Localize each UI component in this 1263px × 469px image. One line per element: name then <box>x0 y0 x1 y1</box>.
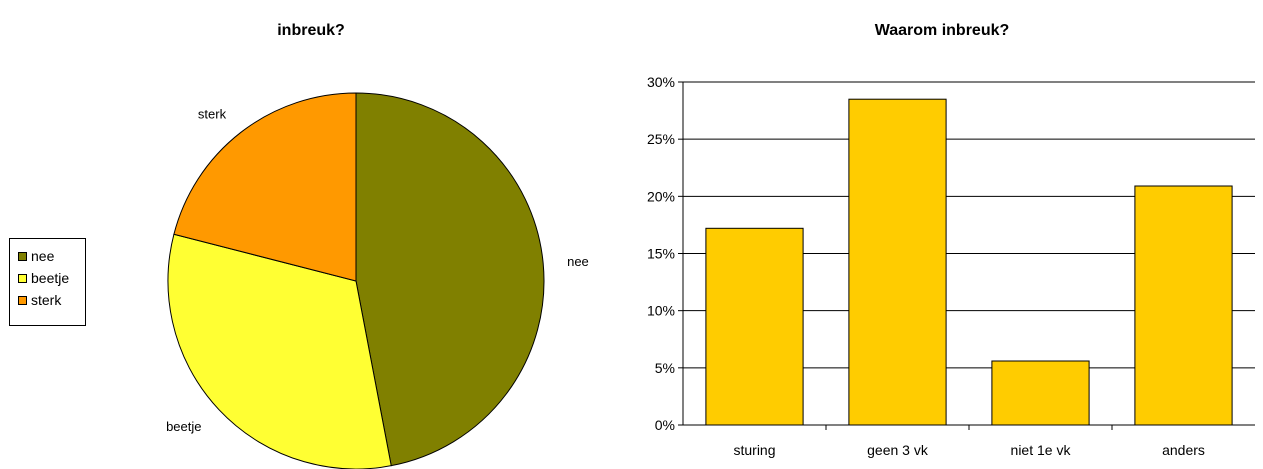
y-tick-label: 15% <box>647 246 675 262</box>
y-tick-label: 30% <box>647 74 675 90</box>
x-tick-label: geen 3 vk <box>867 442 929 458</box>
pie-label-beetje: beetje <box>166 419 201 434</box>
legend-label-nee: nee <box>31 248 55 264</box>
y-tick-label: 5% <box>655 360 675 376</box>
bar-title: Waarom inbreuk? <box>875 22 1010 39</box>
y-tick-label: 10% <box>647 303 675 319</box>
pie-label-nee: nee <box>567 254 589 269</box>
pie-slice-beetje <box>167 233 392 469</box>
x-tick-label: niet 1e vk <box>1011 442 1072 458</box>
legend-swatch-nee <box>18 251 27 261</box>
pie-slice-nee <box>355 92 545 467</box>
bar-anders <box>1134 185 1233 426</box>
legend-item-beetje: beetje <box>10 267 85 289</box>
pie-title: inbreuk? <box>277 22 345 39</box>
pie-legend: nee beetje sterk <box>9 238 86 326</box>
y-tick-label: 20% <box>647 188 675 204</box>
pie-slice-sterk <box>173 92 357 282</box>
bar-niet-1e-vk <box>991 360 1090 426</box>
pie-chart: nee beetje sterk <box>166 92 589 469</box>
legend-item-nee: nee <box>10 245 85 267</box>
legend-swatch-beetje <box>18 273 27 283</box>
bar-chart: 0% 5% 10% 15% 20% 25% 30% sturing geen 3 vk niet … <box>647 74 1255 458</box>
pie-label-sterk: sterk <box>198 107 227 122</box>
bar-geen-3-vk <box>848 98 947 426</box>
legend-swatch-sterk <box>18 295 27 305</box>
legend-label-sterk: sterk <box>31 292 62 308</box>
bar-sturing <box>705 227 804 426</box>
legend-label-beetje: beetje <box>31 270 70 286</box>
y-tick-label: 25% <box>647 131 675 147</box>
x-tick-label: sturing <box>733 442 775 458</box>
legend-item-sterk: sterk <box>10 289 85 311</box>
y-tick-label: 0% <box>655 417 675 433</box>
x-tick-label: anders <box>1162 442 1205 458</box>
